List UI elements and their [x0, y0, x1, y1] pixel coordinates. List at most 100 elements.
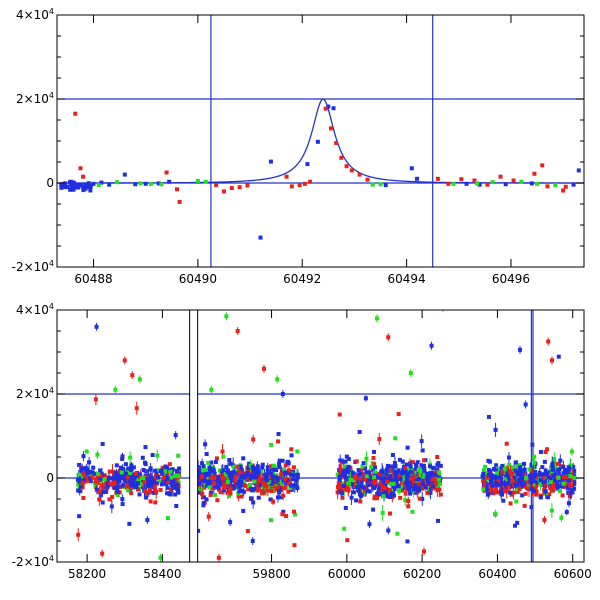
data-point: [175, 471, 180, 476]
data-point: [195, 178, 200, 183]
data-point: [68, 181, 73, 186]
data-point: [88, 184, 93, 189]
data-point: [174, 468, 179, 473]
data-point: [158, 487, 163, 492]
data-point: [99, 180, 104, 185]
data-point: [68, 179, 73, 184]
data-point: [215, 479, 220, 484]
data-point: [88, 476, 93, 481]
data-point: [285, 478, 290, 483]
data-point: [77, 514, 82, 519]
data-point: [519, 462, 524, 467]
data-point: [538, 481, 543, 486]
data-point: [501, 498, 506, 503]
data-point: [337, 484, 342, 489]
data-point: [485, 475, 490, 480]
data-point: [515, 470, 520, 475]
data-point: [269, 489, 274, 494]
data-point: [134, 473, 139, 478]
data-point: [499, 489, 504, 494]
data-point: [260, 465, 265, 470]
data-point: [124, 482, 129, 487]
data-point: [208, 492, 213, 497]
data-point: [107, 469, 112, 474]
data-point: [385, 487, 390, 492]
data-point: [254, 483, 259, 488]
data-point: [486, 472, 491, 477]
data-point: [369, 464, 374, 469]
data-point: [148, 499, 153, 504]
data-point: [515, 463, 520, 468]
data-point: [512, 523, 517, 528]
x-tick-label: 60000: [328, 567, 366, 581]
data-point: [78, 166, 83, 171]
y-tick-exponent: 4: [49, 386, 54, 395]
data-point: [380, 469, 385, 474]
data-point: [118, 473, 123, 478]
data-point: [331, 106, 336, 111]
data-point: [431, 476, 436, 481]
data-point: [73, 111, 78, 116]
data-point: [283, 463, 288, 468]
data-point: [220, 449, 225, 454]
data-point: [147, 488, 152, 493]
y-tick-mantissa: 0: [46, 176, 54, 190]
data-point: [137, 377, 142, 382]
data-point: [159, 482, 164, 487]
data-point: [521, 468, 526, 473]
data-point: [354, 498, 359, 503]
data-point: [252, 487, 257, 492]
data-point: [546, 475, 551, 480]
data-point: [277, 465, 282, 470]
data-point: [224, 464, 229, 469]
data-point: [291, 477, 296, 482]
data-point: [75, 184, 80, 189]
data-point: [544, 471, 549, 476]
data-point: [276, 439, 281, 444]
model-curve: [57, 98, 584, 184]
data-point: [206, 514, 211, 519]
data-point: [434, 481, 439, 486]
data-point: [545, 495, 550, 500]
data-point: [358, 472, 363, 477]
data-point: [335, 472, 340, 477]
data-point: [262, 473, 267, 478]
data-point: [289, 184, 294, 189]
data-point: [177, 466, 182, 471]
data-point: [132, 476, 137, 481]
data-point: [420, 486, 425, 491]
data-point: [212, 492, 217, 497]
data-point: [262, 366, 267, 371]
data-point: [387, 487, 392, 492]
data-point: [83, 477, 88, 482]
data-point: [131, 465, 136, 470]
data-point: [135, 478, 140, 483]
data-point: [168, 469, 173, 474]
data-point: [174, 503, 179, 508]
data-point: [557, 489, 562, 494]
data-point: [405, 481, 410, 486]
data-point: [229, 186, 234, 191]
data-point: [505, 466, 510, 471]
data-point: [122, 358, 127, 363]
data-point: [110, 481, 115, 486]
data-point: [558, 458, 563, 463]
data-point: [545, 447, 550, 452]
data-point: [206, 460, 211, 465]
data-point: [177, 199, 182, 204]
data-point: [408, 461, 413, 466]
data-point: [481, 487, 486, 492]
data-point: [98, 468, 103, 473]
data-point: [294, 478, 299, 483]
data-point: [436, 477, 441, 482]
data-point: [249, 473, 254, 478]
data-point: [374, 316, 379, 321]
data-point: [500, 470, 505, 475]
data-point: [538, 494, 543, 499]
data-point: [284, 514, 289, 519]
data-point: [552, 457, 557, 462]
data-point: [229, 483, 234, 488]
data-point: [85, 478, 90, 483]
data-point: [274, 475, 279, 480]
data-point: [365, 488, 370, 493]
